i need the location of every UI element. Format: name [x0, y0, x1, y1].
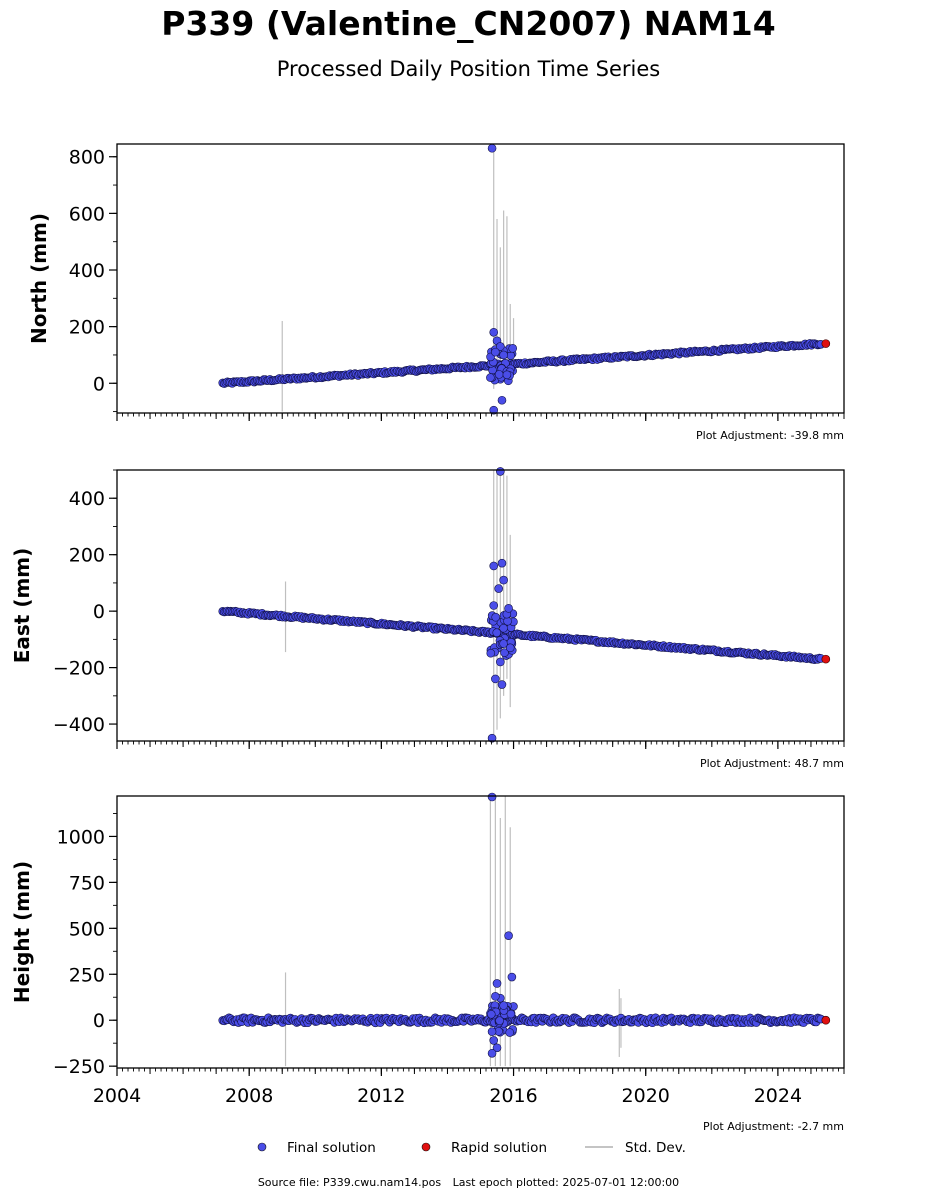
y-tick-label: 0 [93, 373, 105, 395]
rapid-solution-point [821, 1015, 831, 1025]
final-solution-point [491, 347, 500, 357]
y-tick-label: 500 [69, 918, 105, 940]
plot-adjustment-label: Plot Adjustment: 48.7 mm [700, 757, 844, 770]
final-solution-point [499, 575, 508, 585]
final-solution-point [486, 373, 495, 382]
legend-label: Rapid solution [451, 1140, 547, 1156]
x-tick-label: 2008 [225, 1085, 273, 1107]
rapid-solution-point [821, 339, 831, 348]
final-solution-point [496, 467, 505, 476]
final-solution-point [499, 1001, 508, 1010]
final-solution-point [497, 680, 507, 689]
final-solution-point [491, 674, 500, 684]
final-solution-point [499, 623, 508, 633]
y-tick-label: 600 [69, 203, 105, 225]
y-axis-label: North (mm) [27, 213, 51, 344]
plot-adjustment-label: Plot Adjustment: -39.8 mm [696, 429, 844, 442]
footer-source-file: Source file: P339.cwu.nam14.pos [257, 1176, 442, 1189]
final-solution-point [500, 648, 509, 657]
footer-last-epoch: Last epoch plotted: 2025-07-01 12:00:00 [452, 1176, 680, 1189]
y-tick-label: −250 [53, 1056, 105, 1078]
legend-label: Std. Dev. [625, 1140, 686, 1156]
final-solution-point [504, 604, 513, 613]
final-solution-point [489, 327, 499, 337]
y-axis-label: Height (mm) [10, 861, 34, 1003]
plot-frame [116, 143, 845, 414]
final-solution-point [492, 1043, 502, 1053]
y-tick-label: 0 [93, 1010, 105, 1032]
chart-title: P339 (Valentine_CN2007) NAM14 [161, 4, 776, 43]
final-solution-point [495, 1016, 504, 1026]
x-tick-label: 2024 [754, 1085, 802, 1107]
final-solution-point [487, 1048, 497, 1058]
y-axis-label: East (mm) [10, 548, 34, 664]
x-tick-label: 2016 [489, 1085, 537, 1107]
y-tick-label: 1000 [57, 826, 105, 848]
final-solution-point [503, 616, 512, 626]
plot-frame [116, 469, 845, 742]
final-solution-point [508, 344, 517, 353]
final-solution-point [505, 643, 515, 653]
final-solution-point [489, 405, 499, 415]
final-solution-point [496, 342, 505, 351]
final-solution-point [486, 1010, 496, 1019]
final-solution-point [494, 370, 504, 379]
legend-marker [257, 1142, 267, 1152]
x-tick-label: 2020 [622, 1085, 670, 1107]
final-solution-point [491, 612, 501, 622]
final-solution-point [504, 931, 513, 940]
y-tick-label: 200 [69, 317, 105, 339]
footer-source: Source file: P339.cwu.nam14.pos Last epo… [0, 1176, 937, 1189]
chart-subtitle: Processed Daily Position Time Series [276, 57, 661, 81]
y-tick-label: 400 [69, 488, 105, 510]
final-solution-point [494, 584, 503, 593]
final-solution-point [487, 733, 497, 743]
final-solution-point [499, 350, 508, 360]
y-tick-label: −400 [53, 714, 105, 736]
legend-marker [421, 1142, 431, 1152]
plot-frame [116, 795, 845, 1069]
final-solution-point [487, 143, 497, 153]
final-solution-point [486, 648, 496, 658]
final-solution-point [497, 558, 507, 568]
final-solution-point [489, 601, 499, 610]
final-solution-point [496, 657, 505, 667]
legend-label: Final solution [287, 1140, 376, 1156]
y-tick-label: 200 [69, 545, 105, 567]
final-solution-point [492, 979, 502, 988]
final-solution-point [487, 792, 497, 802]
final-solution-point [489, 561, 499, 571]
final-solution-point [506, 1009, 516, 1019]
final-solution-point [489, 1036, 499, 1045]
x-tick-label: 2004 [93, 1085, 141, 1107]
final-solution-point [492, 628, 502, 637]
rapid-solution-point [821, 654, 831, 664]
final-solution-point [487, 1027, 497, 1036]
plot-adjustment-label: Plot Adjustment: -2.7 mm [703, 1120, 844, 1133]
y-tick-label: 750 [69, 872, 105, 894]
y-tick-label: 800 [69, 147, 105, 169]
final-solution-point [491, 992, 500, 1001]
y-tick-label: 250 [69, 964, 105, 986]
final-solution-point [497, 395, 507, 405]
y-tick-label: 400 [69, 260, 105, 282]
x-tick-label: 2012 [357, 1085, 405, 1107]
final-solution-point [506, 351, 516, 360]
y-tick-label: 0 [93, 601, 105, 623]
final-solution-point [507, 972, 517, 982]
final-solution-point [502, 370, 512, 380]
y-tick-label: −200 [53, 658, 105, 680]
final-solution-point [505, 1028, 515, 1037]
